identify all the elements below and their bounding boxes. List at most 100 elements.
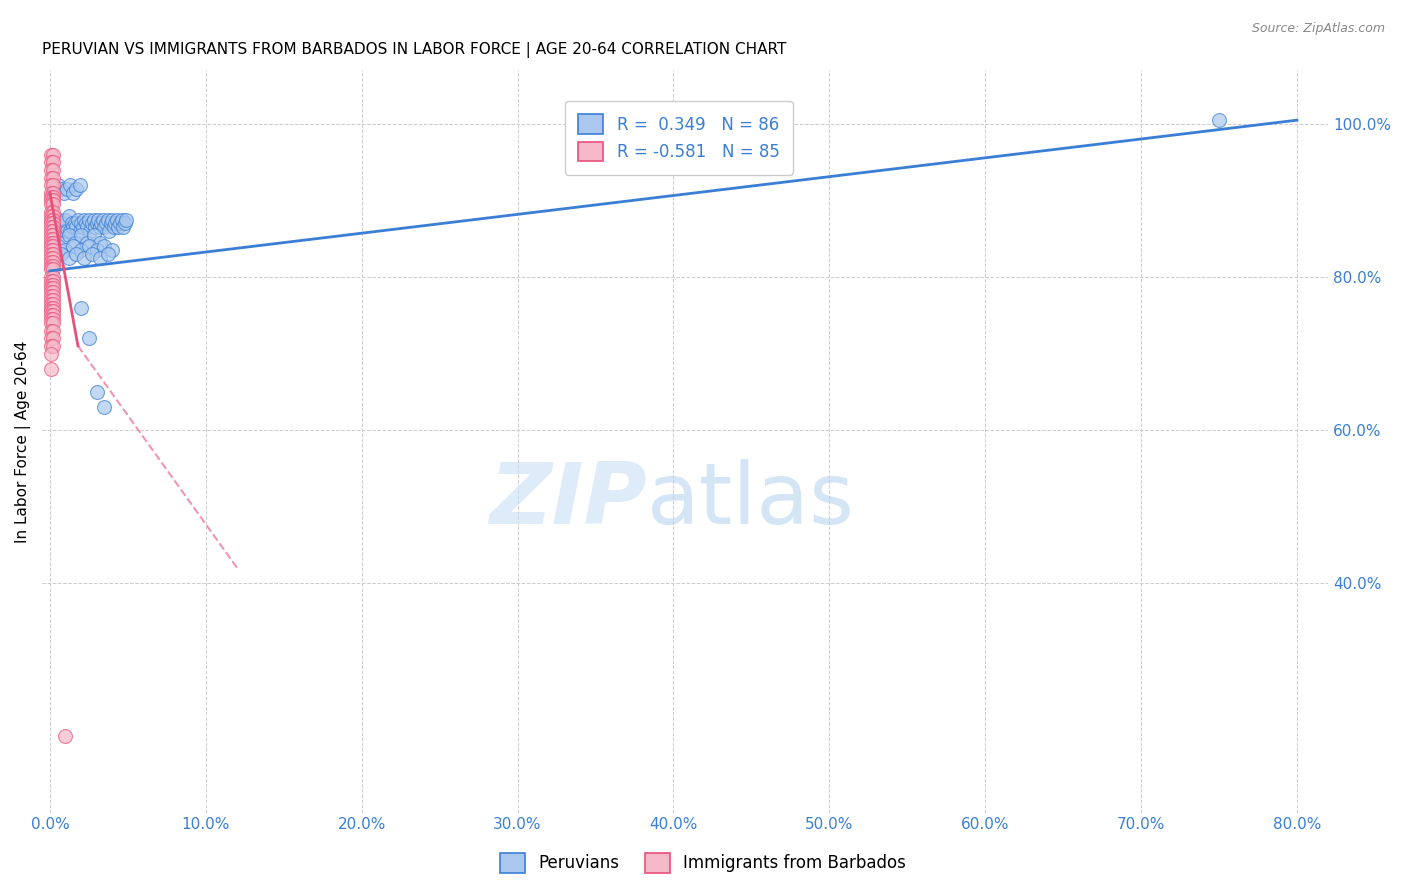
Point — [42, 316, 65, 330]
Point — [110, 212, 132, 227]
Point — [42, 194, 65, 208]
Point — [56, 224, 79, 238]
Point — [42, 297, 65, 311]
Point — [55, 729, 77, 743]
Point — [42, 324, 65, 338]
Point — [70, 227, 93, 242]
Point — [59, 178, 82, 193]
Point — [79, 224, 101, 238]
Point — [49, 216, 72, 230]
Point — [66, 212, 89, 227]
Point — [70, 301, 93, 315]
Point — [91, 212, 114, 227]
Point — [41, 316, 63, 330]
Point — [42, 178, 65, 193]
Point — [46, 220, 69, 235]
Point — [42, 155, 65, 169]
Point — [65, 247, 87, 261]
Point — [83, 227, 105, 242]
Point — [44, 220, 66, 235]
Point — [46, 239, 69, 253]
Point — [103, 220, 125, 235]
Point — [41, 304, 63, 318]
Point — [42, 270, 65, 285]
Point — [42, 293, 65, 307]
Point — [42, 289, 65, 303]
Point — [41, 178, 63, 193]
Point — [42, 232, 65, 246]
Point — [41, 270, 63, 285]
Point — [70, 216, 93, 230]
Point — [1208, 113, 1230, 128]
Point — [94, 216, 117, 230]
Point — [114, 216, 136, 230]
Point — [41, 212, 63, 227]
Point — [41, 293, 63, 307]
Point — [41, 224, 63, 238]
Point — [56, 182, 79, 196]
Point — [41, 194, 63, 208]
Point — [62, 239, 84, 253]
Point — [70, 244, 93, 258]
Text: Source: ZipAtlas.com: Source: ZipAtlas.com — [1251, 22, 1385, 36]
Point — [42, 277, 65, 292]
Point — [101, 244, 124, 258]
Point — [41, 254, 63, 268]
Point — [41, 244, 63, 258]
Point — [42, 186, 65, 200]
Point — [89, 220, 111, 235]
Point — [58, 251, 80, 265]
Legend: Peruvians, Immigrants from Barbados: Peruvians, Immigrants from Barbados — [494, 847, 912, 880]
Point — [41, 235, 63, 250]
Point — [49, 182, 72, 196]
Point — [42, 308, 65, 322]
Point — [41, 324, 63, 338]
Point — [48, 212, 70, 227]
Point — [41, 189, 63, 203]
Point — [115, 212, 138, 227]
Point — [86, 244, 108, 258]
Point — [45, 216, 67, 230]
Point — [41, 308, 63, 322]
Point — [41, 361, 63, 376]
Point — [63, 216, 86, 230]
Point — [41, 281, 63, 295]
Point — [100, 216, 122, 230]
Point — [41, 297, 63, 311]
Point — [107, 220, 129, 235]
Point — [97, 247, 120, 261]
Point — [93, 220, 115, 235]
Point — [51, 235, 73, 250]
Point — [72, 220, 94, 235]
Point — [77, 239, 100, 253]
Point — [65, 182, 87, 196]
Point — [41, 277, 63, 292]
Point — [75, 216, 97, 230]
Point — [42, 251, 65, 265]
Point — [41, 285, 63, 300]
Point — [41, 312, 63, 326]
Point — [108, 216, 131, 230]
Point — [42, 147, 65, 161]
Point — [46, 178, 69, 193]
Point — [62, 220, 84, 235]
Point — [104, 216, 127, 230]
Point — [101, 212, 124, 227]
Point — [80, 247, 103, 261]
Point — [42, 189, 65, 203]
Point — [55, 212, 77, 227]
Point — [80, 216, 103, 230]
Point — [41, 186, 63, 200]
Point — [59, 224, 82, 238]
Point — [42, 239, 65, 253]
Point — [42, 301, 65, 315]
Point — [58, 209, 80, 223]
Point — [69, 224, 91, 238]
Point — [76, 235, 98, 250]
Point — [42, 262, 65, 277]
Point — [41, 247, 63, 261]
Point — [52, 186, 75, 200]
Point — [41, 232, 63, 246]
Point — [42, 227, 65, 242]
Point — [41, 205, 63, 219]
